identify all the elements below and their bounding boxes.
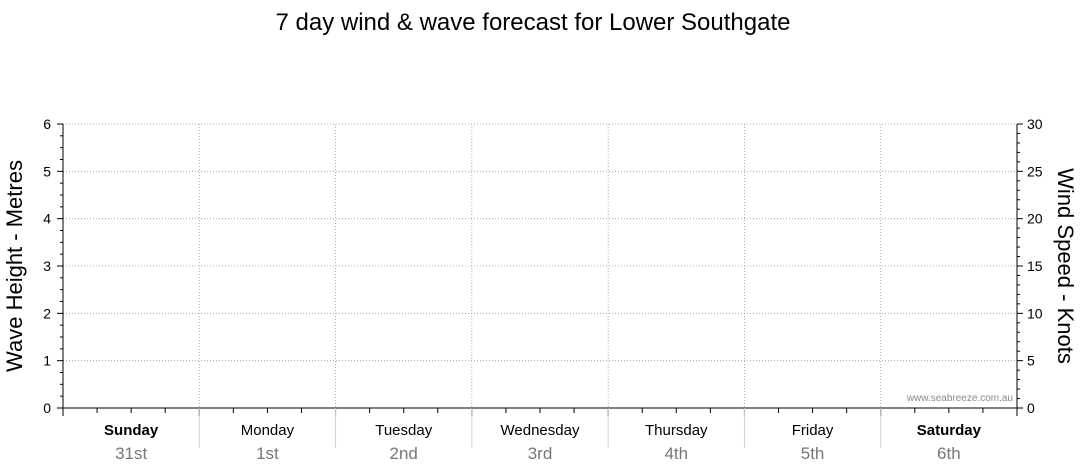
left-tick-label: 5	[43, 163, 51, 179]
right-tick-label: 10	[1027, 305, 1043, 321]
axes	[62, 124, 1018, 416]
grid-lines	[63, 123, 1017, 408]
day-date-label: 4th	[664, 444, 688, 463]
left-axis-label: Wave Height - Metres	[2, 160, 27, 372]
left-tick-label: 4	[43, 211, 51, 227]
day-date-label: 1st	[256, 444, 279, 463]
day-name-label: Saturday	[917, 422, 982, 439]
right-tick-label: 30	[1027, 116, 1043, 132]
day-date-label: 6th	[937, 444, 961, 463]
day-date-label: 2nd	[390, 444, 418, 463]
left-tick-label: 2	[43, 305, 51, 321]
left-axis-ticks: 0 1 2 3 4 5 6	[43, 116, 63, 416]
right-tick-label: 0	[1027, 400, 1035, 416]
watermark: www.seabreeze.com.au	[906, 393, 1013, 404]
day-name-label: Sunday	[104, 422, 159, 439]
right-axis-label: Wind Speed - Knots	[1053, 168, 1078, 364]
right-tick-label: 20	[1027, 211, 1043, 227]
left-tick-label: 6	[43, 116, 51, 132]
chart-title: 7 day wind & wave forecast for Lower Sou…	[276, 9, 791, 36]
right-tick-label: 15	[1027, 258, 1043, 274]
day-date-label: 5th	[801, 444, 825, 463]
day-labels: Sunday 31st Monday 1st Tuesday 2nd Wednesday 3r…	[104, 408, 982, 463]
day-name-label: Monday	[241, 422, 295, 439]
day-name-label: Friday	[792, 422, 834, 439]
day-name-label: Wednesday	[501, 422, 580, 439]
left-tick-label: 0	[43, 400, 51, 416]
day-date-label: 31st	[115, 444, 147, 463]
left-tick-label: 3	[43, 258, 51, 274]
left-tick-label: 1	[43, 353, 51, 369]
right-tick-label: 25	[1027, 163, 1043, 179]
right-axis-ticks: 0 5 10 15 20 25 30	[1017, 116, 1043, 416]
day-name-label: Tuesday	[375, 422, 432, 439]
day-name-label: Thursday	[645, 422, 708, 439]
day-date-label: 3rd	[528, 444, 553, 463]
right-tick-label: 5	[1027, 353, 1035, 369]
